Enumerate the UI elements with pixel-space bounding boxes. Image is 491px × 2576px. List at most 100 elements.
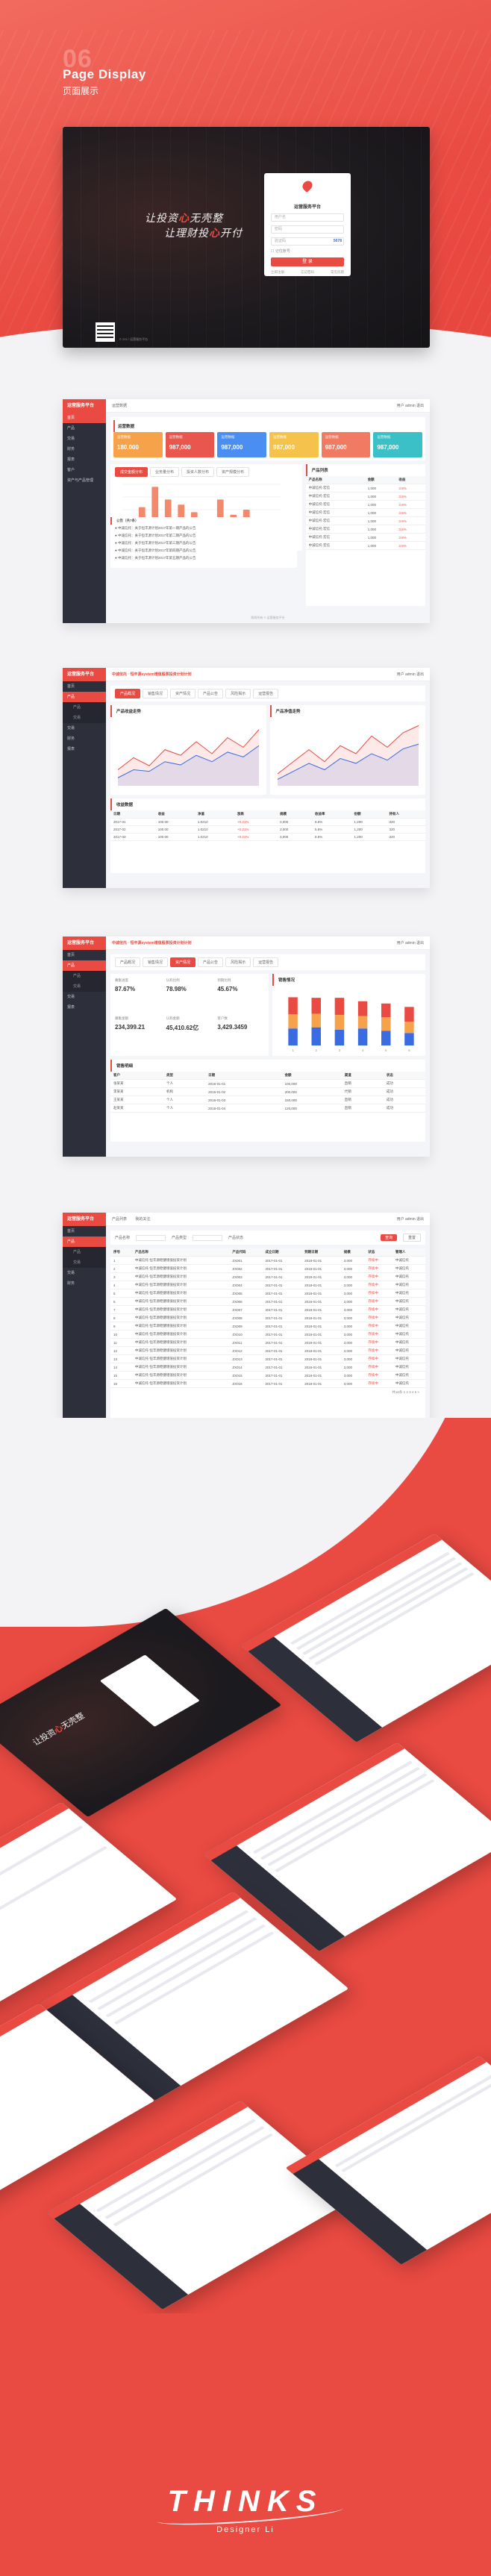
sidebar-subitem[interactable]: 产品 — [63, 1247, 106, 1257]
table-row[interactable]: 中诚信托·宏信 1,000 3.6% — [305, 525, 425, 534]
sidebar-item-product[interactable]: 产品 — [63, 692, 106, 702]
tab[interactable]: 资产情况 — [170, 957, 196, 967]
tab[interactable]: 业务量分布 — [150, 467, 180, 477]
sidebar-item-trade[interactable]: 交易 — [67, 995, 75, 999]
remember-checkbox[interactable]: ☐ 记住账号 — [271, 249, 290, 254]
sidebar-item-asset[interactable]: 资产与产品管理 — [67, 478, 94, 483]
stat-card[interactable]: 运营数据 180,000 — [113, 432, 163, 457]
sidebar-item-home[interactable]: 首页 — [67, 684, 75, 689]
table-row[interactable]: 12 中诚信托·恒丰源稳健增值投资计划 ZX012 2017-01-01 2018-01… — [110, 1346, 425, 1355]
tab[interactable]: 销售情况 — [143, 957, 169, 967]
username-field[interactable]: 用户名 — [271, 213, 344, 222]
tab[interactable]: 产品公告 — [198, 689, 224, 698]
list-tab-follow[interactable]: 我的关注 — [135, 1217, 151, 1222]
sidebar-subitem[interactable]: 交易 — [63, 1257, 106, 1268]
table-row[interactable]: 8 中诚信托·恒丰源稳健增值投资计划 ZX008 2017-01-01 2018-01-… — [110, 1313, 425, 1322]
table-row[interactable]: 6 中诚信托·恒丰源稳健增值投资计划 ZX006 2017-01-01 2018-01-… — [110, 1297, 425, 1306]
table-row[interactable]: 赵某某 个人 2016-01-04 120,000 直销 成功 — [110, 1104, 425, 1113]
table-row[interactable]: 2017-01 100.00 1.0210 +0.21% 3,000 5.6% 1,200 3… — [110, 818, 425, 826]
sidebar-item-product[interactable]: 产品 — [63, 1237, 106, 1247]
tab[interactable]: 运营报告 — [253, 689, 279, 698]
table-row[interactable]: 中诚信托·宏信 1,000 3.6% — [305, 541, 425, 550]
tab[interactable]: 运营报告 — [253, 957, 279, 967]
tab[interactable]: 投资人数分布 — [181, 467, 215, 477]
table-row[interactable]: 2 中诚信托·恒丰源稳健增值投资计划 ZX002 2017-01-01 2018-01-… — [110, 1264, 425, 1273]
sidebar-subitem[interactable]: 产品 — [63, 971, 106, 981]
table-row[interactable]: 中诚信托·宏信 1,000 3.6% — [305, 533, 425, 542]
sidebar-item-report[interactable]: 报表 — [67, 1005, 75, 1010]
table-row[interactable]: 中诚信托·宏信 1,000 3.6% — [305, 508, 425, 517]
tab[interactable]: 产品公告 — [198, 957, 224, 967]
news-item[interactable]: ● 中诚信托：关于恒丰源计划2017年第三期产品的公告 — [110, 540, 297, 547]
sidebar-item-finance[interactable]: 财务 — [67, 447, 75, 451]
table-row[interactable]: 11 中诚信托·恒丰源稳健增值投资计划 ZX011 2017-01-01 2018-01… — [110, 1338, 425, 1347]
table-row[interactable]: 中诚信托·宏信 1,000 3.6% — [305, 516, 425, 525]
table-row[interactable]: 5 中诚信托·恒丰源稳健增值投资计划 ZX005 2017-01-01 2018-01-… — [110, 1289, 425, 1298]
sidebar-item-finance[interactable]: 财务 — [67, 737, 75, 741]
table-row[interactable]: 1 中诚信托·恒丰源稳健增值投资计划 ZX001 2017-01-01 2018-01-… — [110, 1256, 425, 1265]
table-row[interactable]: 中诚信托·宏信 1,000 3.6% — [305, 484, 425, 493]
table-row[interactable]: 中诚信托·宏信 1,000 3.6% — [305, 492, 425, 501]
sidebar-item-home[interactable]: 首页 — [67, 1229, 75, 1234]
tab[interactable]: 产品概况 — [115, 957, 141, 967]
sidebar-item-trade[interactable]: 交易 — [67, 726, 75, 731]
sidebar-item-product[interactable]: 产品 — [63, 960, 106, 971]
stat-card[interactable]: 运营数据 987,000 — [217, 432, 267, 457]
sidebar-item-finance[interactable]: 财务 — [67, 1281, 75, 1286]
sidebar-item-home[interactable]: 首页 — [67, 953, 75, 957]
tab[interactable]: 产品概况 — [115, 689, 141, 698]
table-row[interactable]: 李某某 机构 2016-01-02 200,000 代销 成功 — [110, 1087, 425, 1096]
news-item[interactable]: ● 中诚信托：关于恒丰源计划2017年第二期产品的公告 — [110, 532, 297, 540]
sidebar-subitem[interactable]: 交易 — [63, 981, 106, 992]
user-menu[interactable]: 用户 admin 退出 — [396, 404, 424, 408]
captcha-field[interactable]: 验证码 5678 — [271, 237, 344, 246]
reset-button[interactable]: 重置 — [402, 1234, 421, 1242]
tab[interactable]: 资产情况 — [170, 689, 196, 698]
table-row[interactable]: 2017-02 100.00 1.0210 +0.21% 3,000 5.6% 1,200 3… — [110, 825, 425, 834]
list-tab-products[interactable]: 产品列表 — [112, 1217, 128, 1222]
user-menu[interactable]: 用户 admin 退出 — [396, 672, 424, 677]
sidebar-item-report[interactable]: 报表 — [67, 747, 75, 751]
sidebar-item-trade[interactable]: 交易 — [67, 1271, 75, 1275]
news-item[interactable]: ● 中诚信托：关于恒丰源计划2017年第一期产品的公告 — [110, 525, 297, 532]
table-row[interactable]: 中诚信托·宏信 1,000 3.6% — [305, 500, 425, 509]
table-row[interactable]: 9 中诚信托·恒丰源稳健增值投资计划 ZX009 2017-01-01 2018-01-… — [110, 1322, 425, 1331]
news-item[interactable]: ● 中诚信托：关于恒丰源计划2017年第五期产品的公告 — [110, 554, 297, 562]
help-link[interactable]: 常见问题 — [331, 270, 344, 274]
user-menu[interactable]: 用户 admin 退出 — [396, 1217, 424, 1222]
table-row[interactable]: 张某某 个人 2016-01-01 100,000 直销 成功 — [110, 1079, 425, 1088]
stat-card[interactable]: 运营数据 987,000 — [373, 432, 423, 457]
table-row[interactable]: 王某某 个人 2016-01-03 150,000 直销 成功 — [110, 1095, 425, 1104]
sidebar-subitem[interactable]: 产品 — [63, 702, 106, 713]
filter-type-select[interactable] — [193, 1234, 223, 1241]
table-row[interactable]: 13 中诚信托·恒丰源稳健增值投资计划 ZX013 2017-01-01 2018-01… — [110, 1354, 425, 1363]
table-row[interactable]: 3 中诚信托·恒丰源稳健增值投资计划 ZX003 2017-01-01 2018-01-… — [110, 1272, 425, 1281]
table-row[interactable]: 4 中诚信托·恒丰源稳健增值投资计划 ZX004 2017-01-01 2018-01-… — [110, 1281, 425, 1289]
stat-card[interactable]: 运营数据 987,000 — [269, 432, 319, 457]
filter-name-input[interactable] — [136, 1234, 166, 1241]
sidebar-subitem[interactable]: 交易 — [63, 713, 106, 723]
filter-type[interactable]: 产品类型 — [172, 1236, 187, 1240]
tab[interactable]: 成交金额分布 — [115, 467, 148, 477]
tab[interactable]: 销售情况 — [143, 689, 169, 698]
tab[interactable]: 风险揭示 — [225, 689, 251, 698]
filter-status[interactable]: 产品状态 — [228, 1236, 244, 1240]
sidebar-item-home[interactable]: 首页 — [63, 413, 106, 423]
filter-name[interactable]: 产品名称 — [115, 1236, 131, 1240]
sidebar-item-trade[interactable]: 交易 — [67, 437, 75, 441]
sidebar-item-product[interactable]: 产品 — [67, 426, 75, 431]
register-link[interactable]: 立即注册 — [271, 270, 284, 274]
news-item[interactable]: ● 中诚信托：关于恒丰源计划2017年第四期产品的公告 — [110, 547, 297, 554]
captcha-image[interactable]: 5678 — [333, 239, 342, 243]
sidebar-item-customer[interactable]: 客户 — [67, 468, 75, 472]
user-menu[interactable]: 用户 admin 退出 — [396, 941, 424, 945]
login-button[interactable]: 登 录 — [271, 257, 344, 266]
table-row[interactable]: 15 中诚信托·恒丰源稳健增值投资计划 ZX015 2017-01-01 2018-01… — [110, 1371, 425, 1380]
stat-card[interactable]: 运营数据 987,000 — [165, 432, 215, 457]
search-button[interactable]: 查询 — [380, 1234, 397, 1241]
table-row[interactable]: 2017-03 100.00 1.0210 +0.21% 3,000 5.6% 1,200 3… — [110, 833, 425, 841]
forgot-link[interactable]: 忘记密码 — [301, 270, 314, 274]
table-row[interactable]: 16 中诚信托·恒丰源稳健增值投资计划 ZX016 2017-01-01 2018-01… — [110, 1379, 425, 1388]
sidebar-item-report[interactable]: 报表 — [67, 457, 75, 462]
table-row[interactable]: 10 中诚信托·恒丰源稳健增值投资计划 ZX010 2017-01-01 2018-01… — [110, 1330, 425, 1339]
